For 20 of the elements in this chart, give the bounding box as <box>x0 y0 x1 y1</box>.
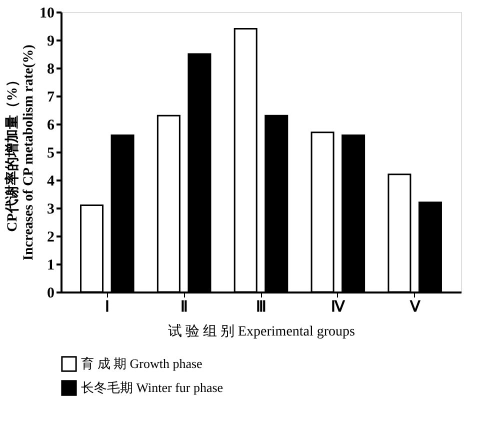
y-tick-label: 1 <box>47 258 54 274</box>
y-tick-label: 3 <box>47 202 54 218</box>
y-tick-label: 0 <box>47 286 54 302</box>
y-tick-label: 10 <box>40 6 54 22</box>
y-tick-label: 5 <box>47 146 54 162</box>
legend-label: 育 成 期 Growth phase <box>81 356 203 371</box>
x-axis-title: 试 验 组 别 Experimental groups <box>168 324 356 340</box>
x-tick-label: Ⅳ <box>330 300 346 316</box>
y-axis-title: CP代谢率的增加量（%） Increases of CP metabolism rate(%) <box>4 44 36 260</box>
y-tick-label: 9 <box>47 34 54 50</box>
legend-label: 长冬毛期 Winter fur phase <box>81 380 224 395</box>
x-tick-label: Ⅰ <box>105 300 110 316</box>
x-tick-label: Ⅴ <box>408 300 421 316</box>
y-tick-label: 6 <box>47 118 55 134</box>
x-tick-label: Ⅱ <box>180 300 188 316</box>
y-tick-label: 7 <box>47 90 55 106</box>
y-tick-label: 8 <box>47 62 54 78</box>
y-tick-label: 4 <box>47 174 55 190</box>
y-tick-label: 2 <box>47 230 54 246</box>
x-tick-label: Ⅲ <box>256 300 266 316</box>
